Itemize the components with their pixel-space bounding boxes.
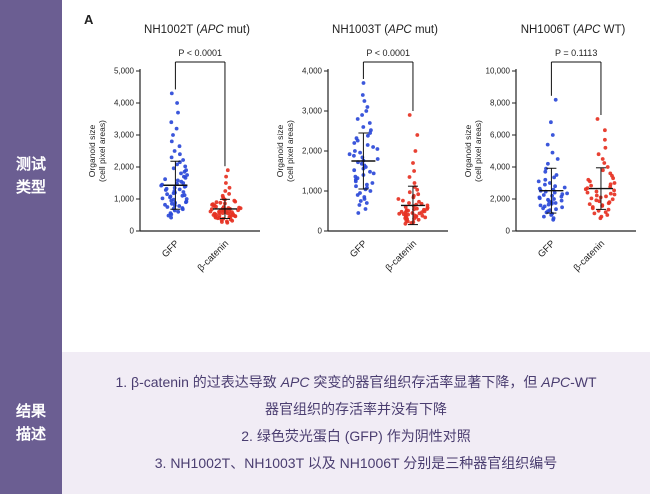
svg-text:P < 0.0001: P < 0.0001 [366,48,410,58]
svg-text:3,000: 3,000 [302,107,323,116]
svg-text:(cell pixel areas): (cell pixel areas) [473,120,483,182]
scatter-chart-nh1006t: NH1006T (APC WT) 0 2,000 4,000 6,000 8,000 10… [460,24,640,279]
svg-text:8,000: 8,000 [490,99,511,108]
sidebar-section-result-desc: 结果描述 [0,352,62,494]
description-line: 1. β-catenin 的过表达导致 APC 突变的器官组织存活率显著下降，但… [115,374,597,390]
svg-text:2,000: 2,000 [114,163,135,172]
scatter-chart-nh1002t: NH1002T (APC mut) 0 1,000 2,000 3,000 4,000 5… [84,24,264,279]
svg-text:Organoid size: Organoid size [275,125,285,178]
svg-text:GFP: GFP [348,238,370,260]
figure-panel: A NH1002T (APC mut) 0 1,000 2,000 3,000 4,00… [62,0,650,352]
svg-text:GFP: GFP [160,238,182,260]
svg-text:5,000: 5,000 [114,67,135,76]
svg-text:6,000: 6,000 [490,131,511,140]
charts-row: NH1002T (APC mut) 0 1,000 2,000 3,000 4,000 5… [62,0,650,279]
svg-text:GFP: GFP [536,238,558,260]
svg-text:P = 0.1113: P = 0.1113 [555,48,597,58]
chart-title: NH1002T (APC mut) [144,24,250,36]
scatter-plot: 0 1,000 2,000 3,000 4,000 Organoid size (cell … [275,48,448,274]
svg-text:Organoid size: Organoid size [463,125,473,178]
svg-text:1,000: 1,000 [302,187,323,196]
scatter-chart-nh1003t: NH1003T (APC mut) 0 1,000 2,000 3,000 4,000 O… [272,24,452,279]
scatter-plot: 0 2,000 4,000 6,000 8,000 10,000 Organoid size… [463,48,636,274]
result-description-panel: 1. β-catenin 的过表达导致 APC 突变的器官组织存活率显著下降，但… [62,352,650,494]
panel-label: A [84,12,94,27]
svg-text:P < 0.0001: P < 0.0001 [178,48,222,58]
svg-text:1,000: 1,000 [114,195,135,204]
svg-text:β-catenin: β-catenin [384,238,420,274]
svg-text:10,000: 10,000 [486,67,511,76]
svg-text:(cell pixel areas): (cell pixel areas) [285,120,295,182]
svg-text:(cell pixel areas): (cell pixel areas) [97,120,107,182]
svg-text:2,000: 2,000 [490,195,511,204]
sidebar: 测试类型 结果描述 [0,0,62,494]
svg-text:β-catenin: β-catenin [196,238,232,274]
chart-title: NH1003T (APC mut) [332,24,438,36]
svg-text:3,000: 3,000 [114,131,135,140]
description-line: 器官组织的存活率并没有下降 [265,401,447,417]
svg-text:Organoid size: Organoid size [87,125,97,178]
sidebar-label-test-type: 测试类型 [15,155,46,196]
description-line: 3. NH1002T、NH1003T 以及 NH1006T 分别是三种器官组织编… [154,455,558,471]
svg-text:4,000: 4,000 [114,99,135,108]
svg-text:0: 0 [506,227,511,236]
svg-text:4,000: 4,000 [302,67,323,76]
scatter-plot: 0 1,000 2,000 3,000 4,000 5,000 Organoid size(… [87,48,260,274]
description-line: 2. 绿色荧光蛋白 (GFP) 作为阴性对照 [241,428,471,444]
sidebar-section-test-type: 测试类型 [0,0,62,352]
svg-text:2,000: 2,000 [302,147,323,156]
svg-text:0: 0 [318,227,323,236]
svg-text:0: 0 [130,227,135,236]
sidebar-label-result-desc: 结果描述 [15,402,46,443]
svg-text:4,000: 4,000 [490,163,511,172]
chart-title: NH1006T (APC WT) [520,24,626,36]
main-content: A NH1002T (APC mut) 0 1,000 2,000 3,000 4,00… [62,0,650,494]
svg-text:β-catenin: β-catenin [572,238,608,274]
